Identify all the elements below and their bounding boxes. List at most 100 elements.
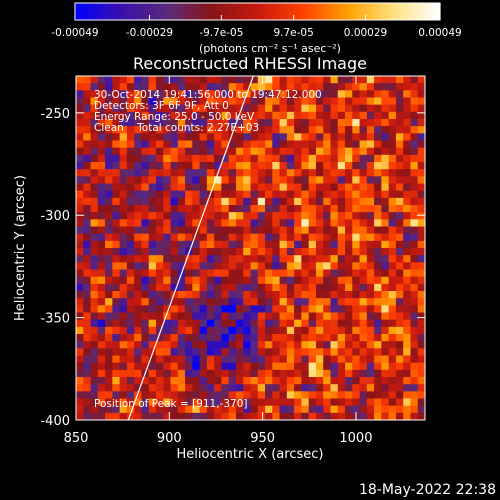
heatmap-cell bbox=[417, 205, 425, 213]
heatmap-cell bbox=[381, 377, 390, 385]
heatmap-cell bbox=[112, 212, 121, 220]
heatmap-cell bbox=[323, 255, 331, 263]
heatmap-cell bbox=[235, 283, 244, 292]
heatmap-cell bbox=[410, 269, 419, 278]
heatmap-cell bbox=[90, 97, 99, 106]
heatmap-cell bbox=[192, 190, 201, 199]
heatmap-cell bbox=[134, 133, 142, 141]
heatmap-cell bbox=[243, 298, 251, 306]
heatmap-cell bbox=[395, 269, 404, 278]
heatmap-cell bbox=[315, 162, 324, 170]
heatmap-cell bbox=[214, 76, 222, 84]
heatmap-cell bbox=[170, 83, 179, 91]
heatmap-cell bbox=[410, 312, 419, 321]
heatmap-cell bbox=[381, 104, 390, 113]
heatmap-cell bbox=[83, 255, 92, 263]
heatmap-cell bbox=[374, 291, 382, 299]
colorbar-segment bbox=[154, 3, 158, 20]
heatmap-cell bbox=[155, 226, 164, 235]
heatmap-cell bbox=[417, 369, 425, 378]
heatmap-cell bbox=[155, 334, 164, 342]
heatmap-cell bbox=[228, 255, 237, 263]
heatmap-cell bbox=[345, 126, 353, 134]
heatmap-cell bbox=[112, 154, 121, 163]
heatmap-cell bbox=[163, 176, 172, 184]
heatmap-cell bbox=[323, 305, 331, 313]
heatmap-cell bbox=[410, 133, 419, 141]
heatmap-cell bbox=[76, 190, 84, 199]
heatmap-cell bbox=[257, 248, 266, 256]
heatmap-cell bbox=[315, 255, 324, 263]
heatmap-cell bbox=[192, 319, 201, 328]
heatmap-cell bbox=[76, 233, 84, 242]
heatmap-cell bbox=[170, 233, 179, 242]
heatmap-cell bbox=[105, 126, 113, 134]
heatmap-cell bbox=[330, 391, 339, 399]
heatmap-cell bbox=[250, 176, 259, 184]
heatmap-cell bbox=[301, 262, 310, 270]
observation-info: 30-Oct-2014 19:41:56.000 to 19:47:12.000… bbox=[94, 89, 322, 134]
heatmap-cell bbox=[330, 197, 339, 206]
heatmap-cell bbox=[279, 104, 288, 113]
heatmap-cell bbox=[228, 348, 237, 356]
heatmap-cell bbox=[235, 291, 244, 299]
heatmap-cell bbox=[315, 111, 324, 120]
heatmap-cell bbox=[177, 233, 186, 242]
info-line-counts: Clean Total counts: 2.27E+03 bbox=[94, 122, 259, 134]
heatmap-cell bbox=[337, 240, 346, 249]
heatmap-cell bbox=[366, 269, 375, 278]
heatmap-cell bbox=[228, 162, 237, 170]
heatmap-cell bbox=[374, 176, 382, 184]
heatmap-cell bbox=[141, 362, 150, 371]
heatmap-cell bbox=[90, 362, 99, 371]
colorbar-segment bbox=[318, 3, 322, 20]
heatmap-cell bbox=[388, 212, 397, 220]
heatmap-cell bbox=[330, 154, 339, 163]
colorbar-segment bbox=[394, 3, 399, 20]
heatmap-cell bbox=[308, 248, 317, 256]
heatmap-cell bbox=[112, 205, 121, 213]
heatmap-cell bbox=[315, 262, 324, 270]
heatmap-cell bbox=[323, 197, 331, 206]
heatmap-cell bbox=[388, 154, 397, 163]
heatmap-cell bbox=[417, 255, 425, 263]
heatmap-cell bbox=[148, 362, 157, 371]
heatmap-cell bbox=[76, 305, 84, 313]
heatmap-cell bbox=[294, 190, 302, 199]
heatmap-cell bbox=[90, 219, 99, 227]
heatmap-cell bbox=[410, 212, 419, 220]
heatmap-cell bbox=[76, 126, 84, 134]
heatmap-cell bbox=[97, 233, 106, 242]
heatmap-cell bbox=[214, 255, 222, 263]
heatmap-cell bbox=[395, 140, 404, 149]
heatmap-cell bbox=[250, 240, 259, 249]
heatmap-cell bbox=[199, 248, 208, 256]
heatmap-cell bbox=[337, 169, 346, 177]
heatmap-cell bbox=[330, 334, 339, 342]
heatmap-cell bbox=[105, 176, 113, 184]
heatmap-cell bbox=[330, 205, 339, 213]
heatmap-cell bbox=[294, 183, 302, 192]
heatmap-cell bbox=[235, 219, 244, 227]
heatmap-cell bbox=[345, 176, 353, 184]
heatmap-cell bbox=[410, 412, 419, 420]
heatmap-cell bbox=[126, 140, 135, 149]
colorbar-segment bbox=[260, 3, 265, 20]
heatmap-cell bbox=[163, 334, 172, 342]
heatmap-cell bbox=[279, 97, 288, 106]
heatmap-cell bbox=[90, 291, 99, 299]
heatmap-cell bbox=[279, 233, 288, 242]
heatmap-cell bbox=[83, 269, 92, 278]
heatmap-cell bbox=[366, 398, 375, 407]
heatmap-cell bbox=[359, 305, 368, 313]
heatmap-cell bbox=[330, 219, 339, 227]
heatmap-cell bbox=[126, 219, 135, 227]
heatmap-cell bbox=[155, 377, 164, 385]
heatmap-cell bbox=[330, 276, 339, 285]
heatmap-cell bbox=[90, 111, 99, 120]
heatmap-cell bbox=[265, 111, 273, 120]
heatmap-cell bbox=[381, 348, 390, 356]
heatmap-cell bbox=[279, 283, 288, 292]
heatmap-cell bbox=[119, 226, 128, 235]
heatmap-cell bbox=[243, 133, 251, 141]
